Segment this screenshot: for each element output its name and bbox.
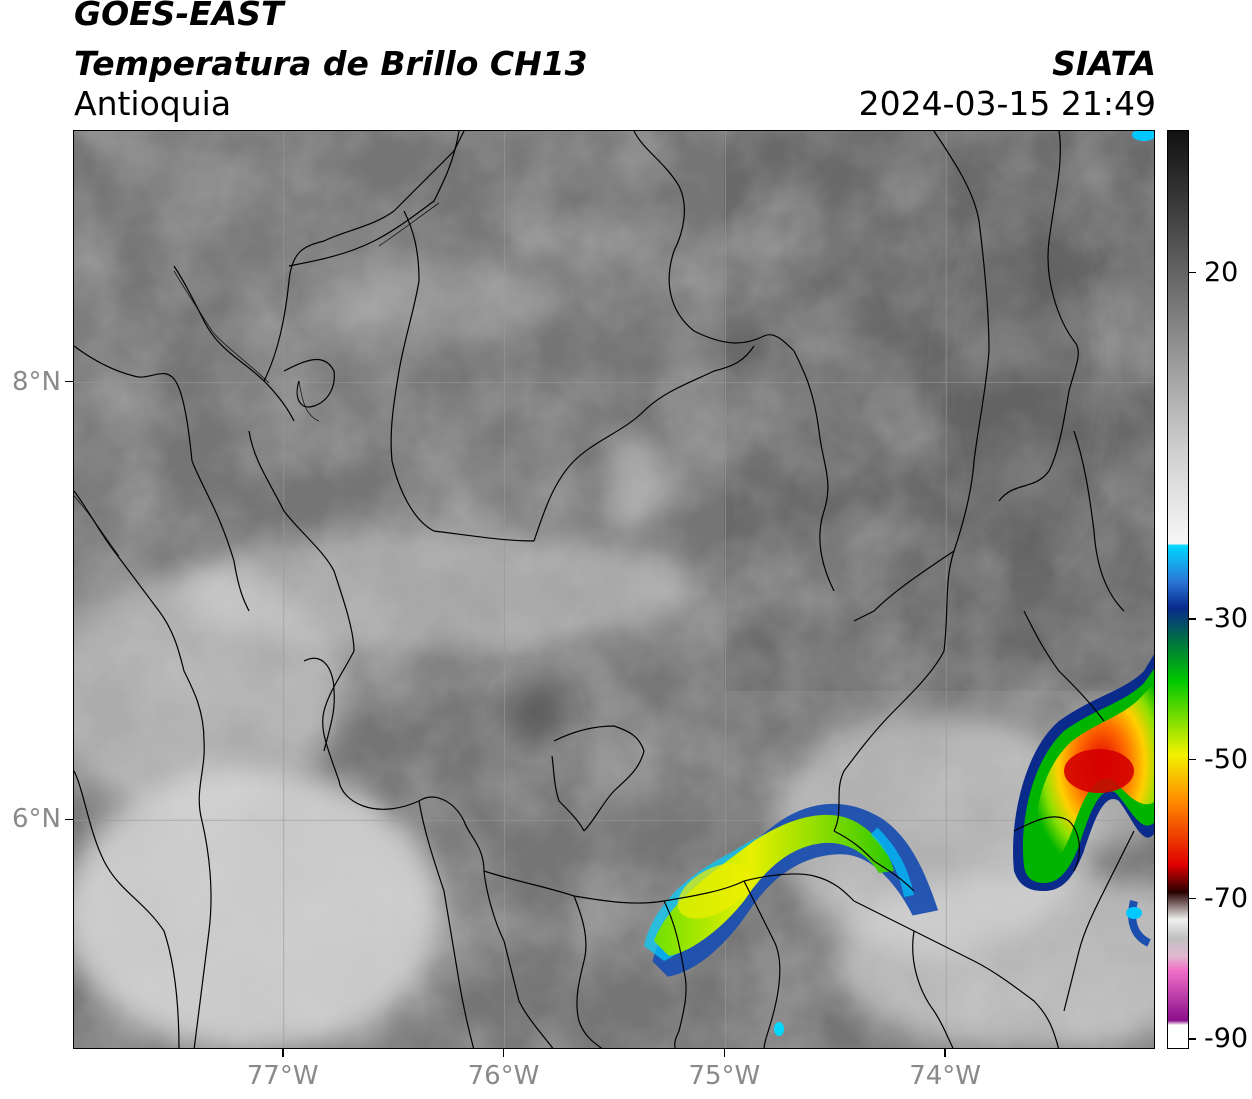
- lon-tick-mark: [502, 1049, 505, 1057]
- datetime-label: 2024-03-15 21:49: [858, 84, 1156, 123]
- lat-tick-mark: [65, 380, 73, 383]
- colorbar-tick-mark: [1188, 618, 1196, 620]
- lat-tick-mark: [65, 818, 73, 820]
- lat-tick-label: 8°N: [12, 366, 61, 397]
- convective-cell-east: [1013, 131, 1154, 947]
- lon-tick-label: 77°W: [246, 1061, 319, 1091]
- lat-tick-label: 6°N: [12, 804, 61, 835]
- colorbar-tick-label: -30: [1204, 603, 1249, 635]
- admin-boundaries: [74, 131, 1135, 1048]
- coastline-detail: [74, 202, 440, 557]
- colorbar-tick-mark: [1188, 758, 1196, 761]
- lon-tick-mark: [723, 1049, 726, 1057]
- lon-tick-label: 75°W: [688, 1061, 761, 1091]
- graticule: [74, 131, 1154, 1048]
- colorbar-tick-label: 20: [1204, 256, 1239, 288]
- brightness-temperature-image: [74, 131, 1154, 1048]
- satellite-map[interactable]: [73, 130, 1155, 1049]
- colorbar-tick-mark: [1188, 271, 1196, 274]
- colorbar-tick-mark: [1188, 897, 1196, 900]
- lon-tick-label: 76°W: [467, 1061, 540, 1091]
- lon-tick-mark: [944, 1049, 946, 1057]
- region-label: Antioquia: [74, 84, 232, 123]
- satellite-title: GOES-EAST: [74, 0, 284, 33]
- lon-tick-label: 74°W: [909, 1061, 982, 1091]
- org-label: SIATA: [1052, 44, 1156, 83]
- small-cloud-cell: [774, 1022, 784, 1036]
- product-title: Temperatura de Brillo CH13: [74, 44, 588, 83]
- colorbar-tick-mark: [1188, 1038, 1196, 1040]
- colorbar-tick-label: -90: [1204, 1023, 1249, 1055]
- colorbar-tick-label: -70: [1204, 882, 1249, 914]
- temperature-colorbar: [1167, 130, 1189, 1049]
- colorbar-tick-label: -50: [1204, 744, 1249, 775]
- lon-tick-mark: [282, 1049, 284, 1057]
